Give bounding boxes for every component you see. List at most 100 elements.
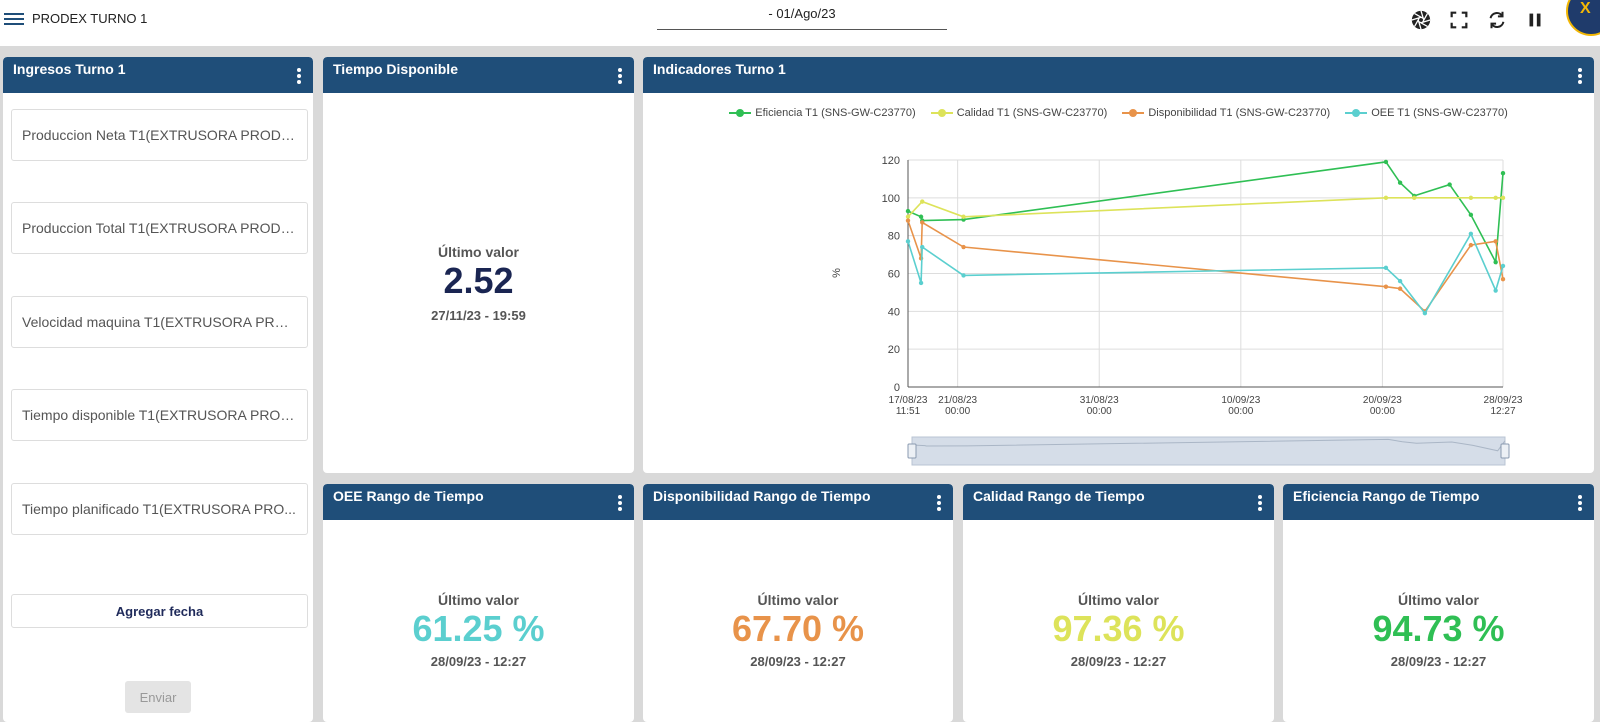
last-value-date: 28/09/23 - 12:27 [430, 654, 527, 669]
legend-swatch [729, 108, 752, 118]
data-point [1397, 278, 1403, 284]
app-title: PRODEX TURNO 1 [32, 11, 148, 26]
data-point [1383, 284, 1389, 289]
legend-item-oee[interactable]: OEE T1 (SNS-GW-C23770) [1345, 107, 1508, 119]
more-vert-icon[interactable] [297, 68, 301, 84]
last-value: 67.70 % [731, 608, 865, 649]
last-value-label: Último valor [438, 244, 519, 260]
series-line [907, 161, 1504, 265]
refresh-icon[interactable] [1486, 9, 1508, 31]
x-tick-label: 28/09/23 [1484, 395, 1523, 406]
tiempo-planificado-field[interactable]: Tiempo planificado T1(EXTRUSORA PRO... [11, 483, 308, 535]
panel-title: Tiempo Disponible [333, 61, 458, 77]
zoom-slider-preview [911, 438, 1506, 452]
data-point [1493, 239, 1498, 244]
line-chart: 02040608010012017/08/2311:5121/08/2300:0… [831, 155, 1523, 466]
data-point [961, 244, 966, 250]
panel-header: Calidad Rango de Tiempo [963, 484, 1274, 520]
last-value: 61.25 % [412, 608, 545, 649]
legend-label: Eficiencia T1 (SNS-GW-C23770) [755, 107, 916, 119]
y-tick-label: 100 [882, 193, 900, 205]
legend-item-eficiencia[interactable]: Eficiencia T1 (SNS-GW-C23770) [729, 107, 916, 119]
more-vert-icon[interactable] [618, 495, 622, 511]
data-point [1500, 263, 1506, 269]
panel-header: Ingresos Turno 1 [3, 57, 313, 93]
data-point [1493, 288, 1498, 293]
x-tick-label: 11:51 [896, 406, 921, 417]
x-tick-label: 21/08/23 [938, 395, 977, 406]
data-point [1412, 195, 1417, 201]
panel-title: Eficiencia Rango de Tiempo [1293, 488, 1480, 504]
data-point [1447, 182, 1452, 187]
more-vert-icon[interactable] [1258, 495, 1262, 511]
legend-label: Calidad T1 (SNS-GW-C23770) [956, 107, 1108, 119]
x-tick-label: 20/09/23 [1363, 395, 1402, 406]
panel-title: Disponibilidad Rango de Tiempo [653, 488, 871, 504]
disponibilidad-panel: Disponibilidad Rango de Tiempo Último va… [643, 484, 953, 722]
chart-legend: Eficiencia T1 (SNS-GW-C23770) Calidad T1… [643, 107, 1594, 119]
tiempo-disponible-field[interactable]: Tiempo disponible T1(EXTRUSORA PROD... [11, 389, 308, 441]
panel-header: Tiempo Disponible [323, 57, 634, 93]
last-value-label: Último valor [1398, 592, 1479, 608]
panel-header: Disponibilidad Rango de Tiempo [643, 484, 953, 520]
data-point [1500, 276, 1506, 282]
data-point [1500, 195, 1506, 201]
data-point [1468, 242, 1474, 248]
last-value-label: Último valor [438, 592, 519, 608]
produccion-total-field[interactable]: Produccion Total T1(EXTRUSORA PRODEX) [11, 202, 308, 254]
data-point [905, 239, 911, 244]
more-vert-icon[interactable] [618, 68, 622, 84]
y-tick-label: 120 [882, 155, 900, 167]
velocidad-maquina-field[interactable]: Velocidad maquina T1(EXTRUSORA PRO... [11, 296, 308, 348]
panel-header: Eficiencia Rango de Tiempo [1283, 484, 1594, 520]
legend-label: OEE T1 (SNS-GW-C23770) [1371, 107, 1508, 119]
zoom-handle[interactable] [1500, 443, 1510, 459]
oee-panel: OEE Rango de Tiempo Último valor 61.25 %… [323, 484, 634, 722]
last-value-date: 27/11/23 - 19:59 [431, 308, 526, 323]
date-range-field[interactable]: - 01/Ago/23 [657, 6, 947, 30]
data-point [920, 220, 925, 225]
last-value-date: 28/09/23 - 12:27 [1070, 654, 1167, 669]
panel-title: Ingresos Turno 1 [13, 61, 126, 77]
legend-item-disponibilidad[interactable]: Disponibilidad T1 (SNS-GW-C23770) [1122, 107, 1330, 119]
more-vert-icon[interactable] [937, 495, 941, 511]
zoom-handle[interactable] [907, 443, 917, 459]
more-vert-icon[interactable] [1578, 495, 1582, 511]
series-line [907, 197, 1503, 218]
y-tick-label: 60 [888, 269, 900, 281]
x-tick-label: 12:27 [1490, 406, 1515, 417]
series-line [907, 232, 1504, 315]
menu-icon[interactable] [4, 10, 24, 26]
x-tick-label: 00:00 [1228, 406, 1253, 417]
more-vert-icon[interactable] [1578, 68, 1582, 84]
last-value-label: Último valor [757, 592, 839, 608]
panel-title: Calidad Rango de Tiempo [973, 488, 1145, 504]
y-tick-label: 40 [888, 306, 900, 318]
data-point [1468, 195, 1474, 201]
y-axis-label: % [831, 268, 843, 278]
last-value-label: Último valor [1078, 592, 1159, 608]
corner-badge[interactable]: X [1566, 0, 1600, 36]
y-tick-label: 80 [888, 231, 900, 243]
produccion-neta-field[interactable]: Produccion Neta T1(EXTRUSORA PRODEX) [11, 109, 308, 161]
x-tick-label: 00:00 [1087, 406, 1112, 417]
data-point [918, 280, 924, 286]
aperture-icon[interactable] [1410, 9, 1432, 31]
ingresos-panel: Ingresos Turno 1 Produccion Neta T1(EXTR… [3, 57, 313, 722]
legend-swatch [930, 108, 953, 118]
legend-item-calidad[interactable]: Calidad T1 (SNS-GW-C23770) [930, 107, 1108, 119]
data-point [961, 273, 966, 278]
last-value-date: 28/09/23 - 12:27 [1390, 654, 1487, 669]
x-tick-label: 00:00 [1370, 406, 1395, 417]
data-point [1397, 286, 1403, 291]
data-point [905, 214, 911, 219]
add-date-button[interactable]: Agregar fecha [11, 594, 308, 628]
last-value-date: 28/09/23 - 12:27 [750, 654, 846, 669]
pause-icon[interactable] [1524, 9, 1546, 31]
data-point [920, 199, 925, 204]
data-point [905, 208, 911, 214]
send-button[interactable]: Enviar [125, 681, 191, 713]
data-point [1500, 171, 1506, 176]
fullscreen-icon[interactable] [1448, 9, 1470, 31]
data-point [1422, 311, 1428, 316]
